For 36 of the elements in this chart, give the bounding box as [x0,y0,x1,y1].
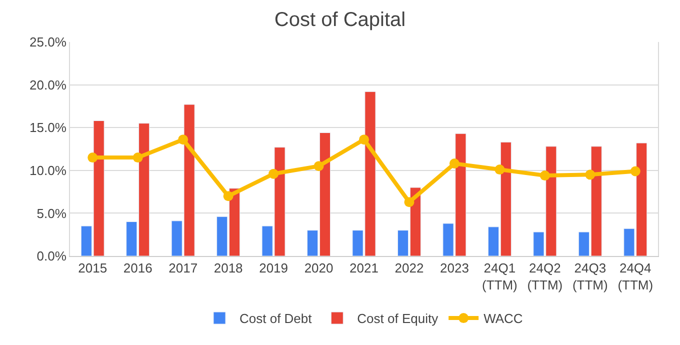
point [540,170,550,181]
y-tick-label: 10.0% [30,162,67,178]
point [585,170,596,180]
y-tick-label: 20.0% [30,77,67,92]
x-tick-label: 2019 [259,260,288,276]
point [132,152,143,163]
chart-title: Cost of Capital [274,9,406,32]
y-tick-label: 25.0% [30,34,67,50]
x-tick-label: 2020 [304,260,334,276]
y-tick-label: 0.0% [36,248,67,264]
x-tick-label: 2018 [214,260,243,276]
x-tick-label: 24Q2 (TTM) [527,260,563,292]
point [268,168,279,179]
x-tick-label: 2023 [440,260,469,276]
x-tick-label: 2022 [394,260,424,276]
point [359,134,369,145]
point [404,197,414,208]
point [494,164,505,175]
x-tick-label: 2015 [78,260,108,276]
x-tick-label: 24Q3 (TTM) [572,260,608,292]
legend-label: Cost of Debt [240,311,312,326]
y-tick-label: 5.0% [36,206,67,221]
point [314,161,324,172]
legend-label: WACC [484,311,523,326]
x-tick-label: 2021 [350,260,378,276]
point [88,152,98,163]
x-tick-label: 24Q1 (TTM) [482,260,518,292]
legend-label: Cost of Equity [357,311,439,326]
x-tick-label: 2016 [123,260,152,276]
point [178,134,188,145]
x-tick-label: 24Q4 (TTM) [618,260,654,292]
x-tick-label: 2017 [168,260,198,276]
y-tick-label: 15.0% [30,120,67,136]
point [630,166,640,176]
point [449,158,460,169]
point [223,191,234,202]
